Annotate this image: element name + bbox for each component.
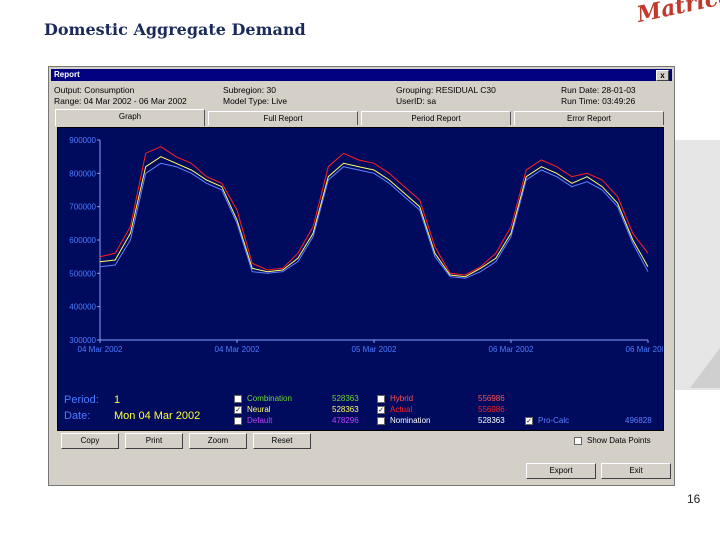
copy-button[interactable]: Copy: [61, 433, 119, 449]
x-tick-label: 04 Mar 2002: [78, 345, 123, 354]
info-grouping: Grouping: RESIDUAL C30: [396, 85, 496, 95]
reset-button[interactable]: Reset: [253, 433, 311, 449]
tab-graph[interactable]: Graph: [55, 109, 205, 126]
legend-value-actual: 556986: [478, 405, 505, 414]
report-window: Report x Output: Consumption Range: 04 M…: [48, 66, 675, 486]
slide-title: Domestic Aggregate Demand: [44, 20, 306, 39]
info-run-date: Run Date: 28-01-03: [561, 85, 636, 95]
show-data-points-label: Show Data Points: [587, 436, 651, 445]
info-user-id: UserID: sa: [396, 96, 437, 106]
y-tick-label: 700000: [69, 203, 96, 212]
y-tick-label: 600000: [69, 236, 96, 245]
export-button[interactable]: Export: [526, 463, 596, 479]
x-tick-label: 06 Mar 2002: [626, 345, 663, 354]
period-label: Period:: [64, 394, 99, 406]
y-tick-label: 300000: [69, 336, 96, 345]
info-range: Range: 04 Mar 2002 - 06 Mar 2002: [54, 96, 187, 106]
legend-checkbox-pro-calc[interactable]: ✓: [525, 417, 533, 425]
legend-checkbox-nomination[interactable]: [377, 417, 385, 425]
show-data-points-checkbox[interactable]: [574, 437, 582, 445]
print-button[interactable]: Print: [125, 433, 183, 449]
info-subregion: Subregion: 30: [223, 85, 276, 95]
legend-checkbox-actual[interactable]: ✓: [377, 406, 385, 414]
legend-label-nomination: Nomination: [390, 416, 431, 425]
y-tick-label: 400000: [69, 303, 96, 312]
series-line-actual: [99, 146, 649, 276]
legend-value-combination: 528363: [332, 394, 359, 403]
info-output: Output: Consumption: [54, 85, 135, 95]
window-title: Report: [54, 70, 80, 79]
legend-label-combination: Combination: [247, 394, 292, 403]
x-tick-label: 05 Mar 2002: [352, 345, 397, 354]
series-line-pro-calc: [99, 162, 649, 279]
tab-bar: Graph Full Report Period Report Error Re…: [55, 109, 667, 127]
zoom-button[interactable]: Zoom: [189, 433, 247, 449]
period-value: 1: [114, 394, 121, 406]
legend-value-hybrid: 556986: [478, 394, 505, 403]
graph-panel: 900000 800000 700000 600000 500000 400000 3000…: [57, 127, 664, 431]
series-line-neural: [99, 156, 649, 278]
tab-full-report[interactable]: Full Report: [208, 111, 358, 125]
legend-checkbox-combination[interactable]: [234, 395, 242, 403]
legend-value-neural: 528363: [332, 405, 359, 414]
legend-label-actual: Actual: [390, 405, 413, 414]
tab-error-report[interactable]: Error Report: [514, 111, 664, 125]
consumption-chart: 900000 800000 700000 600000 500000 400000 3000…: [69, 136, 663, 354]
y-tick-label: 500000: [69, 269, 96, 278]
info-model-type: Model Type: Live: [223, 96, 288, 106]
window-titlebar: Report x: [51, 69, 672, 81]
legend-value-nomination: 528363: [478, 416, 505, 425]
legend-checkbox-default[interactable]: [234, 417, 242, 425]
legend-value-default: 478296: [332, 416, 359, 425]
legend-label-hybrid: Hybrid: [390, 394, 414, 403]
close-icon[interactable]: x: [656, 70, 669, 81]
matrica-logo: Matrica: [634, 0, 720, 28]
exit-button[interactable]: Exit: [601, 463, 671, 479]
right-decoration-shape: [690, 348, 720, 388]
page-number: 16: [687, 492, 701, 506]
y-tick-label: 900000: [69, 136, 96, 145]
legend-label-pro-calc: Pro-Calc: [538, 416, 570, 425]
x-tick-label: 04 Mar 2002: [215, 345, 260, 354]
date-label: Date:: [64, 410, 91, 422]
legend-checkbox-neural[interactable]: ✓: [234, 406, 242, 414]
date-value: Mon 04 Mar 2002: [114, 410, 201, 422]
y-tick-label: 800000: [69, 169, 96, 178]
legend-label-default: Default: [247, 416, 273, 425]
legend-checkbox-hybrid[interactable]: [377, 395, 385, 403]
info-run-time: Run Time: 03:49:26: [561, 96, 636, 106]
tab-period-report[interactable]: Period Report: [361, 111, 511, 125]
legend-value-pro-calc: 496828: [625, 416, 652, 425]
x-tick-label: 06 Mar 2002: [489, 345, 534, 354]
legend-label-neural: Neural: [247, 405, 271, 414]
